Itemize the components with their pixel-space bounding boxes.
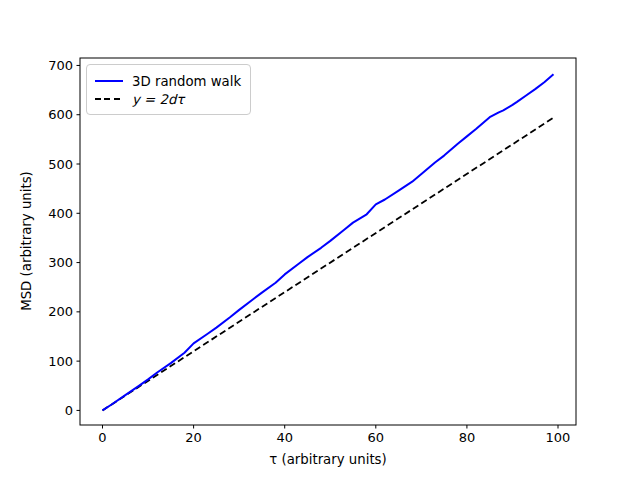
- y-tick-label: 400: [48, 206, 73, 221]
- x-tick-label: 60: [368, 430, 385, 445]
- y-tick-label: 100: [48, 354, 73, 369]
- y-tick-label: 300: [48, 255, 73, 270]
- x-tick-label: 40: [276, 430, 293, 445]
- legend-label-walk: 3D random walk: [132, 74, 241, 89]
- x-tick-label: 100: [546, 430, 571, 445]
- y-tick-label: 500: [48, 157, 73, 172]
- y-tick-label: 700: [48, 58, 73, 73]
- x-tick-label: 80: [459, 430, 476, 445]
- random-walk-line: [103, 74, 554, 410]
- legend-item-walk: 3D random walk: [95, 72, 242, 90]
- x-axis-label: τ (arbitrary units): [269, 452, 386, 467]
- legend-line-sample-walk: [95, 80, 123, 82]
- legend-item-theory: y = 2dτ: [95, 90, 242, 108]
- legend: 3D random walk y = 2dτ: [86, 64, 251, 115]
- legend-line-sample-theory: [95, 98, 123, 100]
- theory-line: [103, 118, 554, 411]
- y-axis-label: MSD (arbitrary units): [19, 171, 34, 311]
- y-tick-label: 0: [65, 403, 73, 418]
- y-tick-label: 600: [48, 107, 73, 122]
- x-tick-label: 0: [98, 430, 106, 445]
- figure-canvas: 0 20 40 60 80 100 0 100 200 300 400 500 600 700 τ (a…: [0, 0, 640, 480]
- y-axis-ticks: 0 100 200 300 400 500 600 700: [48, 58, 80, 418]
- legend-label-theory: y = 2dτ: [132, 92, 184, 107]
- x-axis-ticks: 0 20 40 60 80 100: [98, 425, 570, 445]
- x-tick-label: 20: [185, 430, 202, 445]
- y-tick-label: 200: [48, 304, 73, 319]
